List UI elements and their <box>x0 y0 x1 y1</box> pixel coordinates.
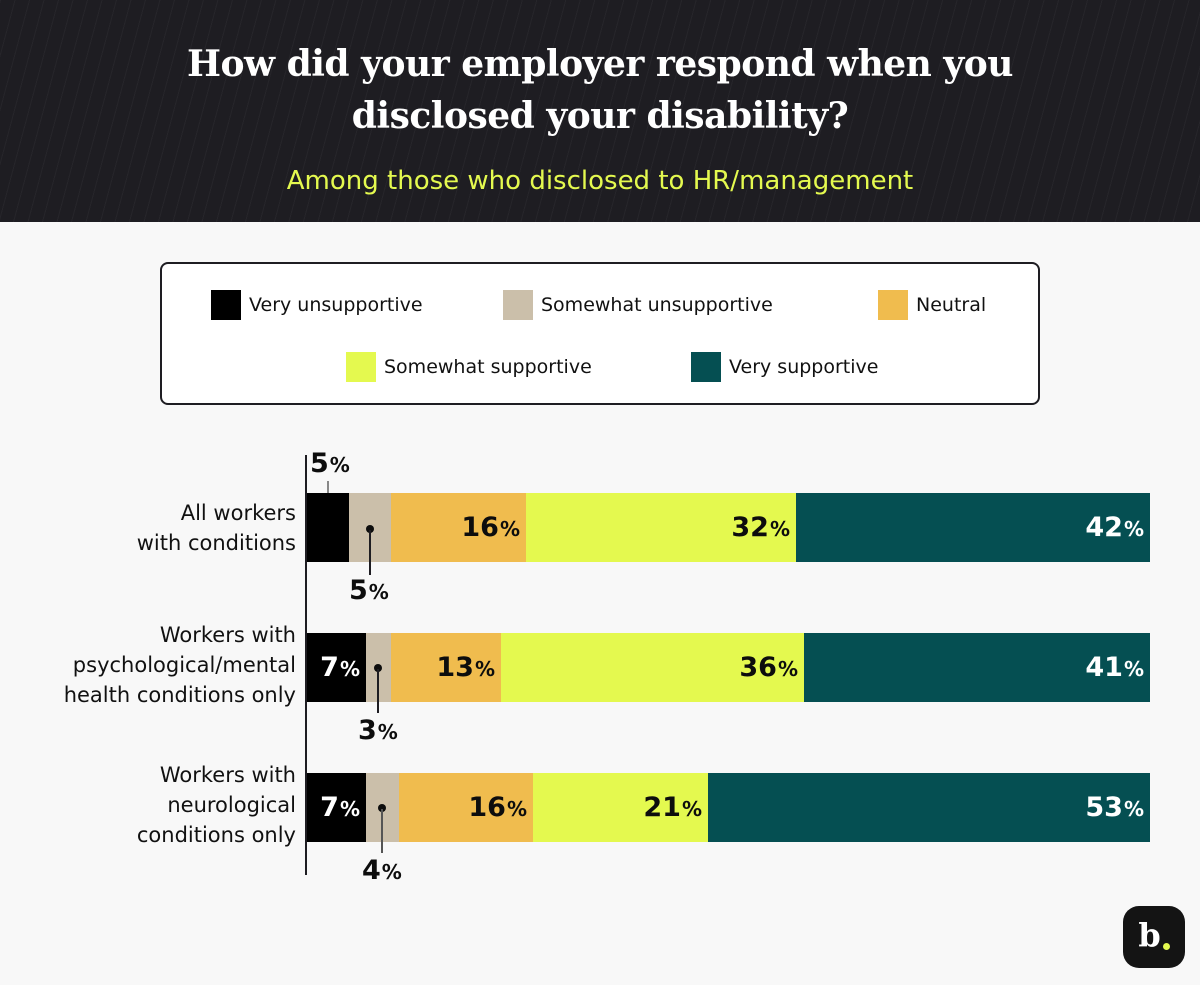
bar-segment-very-supportive: 53% <box>708 773 1150 842</box>
segment-value-label: 13% <box>436 652 495 683</box>
callout-leader-line <box>327 481 329 493</box>
legend-swatch-somewhat-unsupportive <box>503 290 533 320</box>
segment-value-label: 7% <box>320 652 360 683</box>
chart-subtitle: Among those who disclosed to HR/manageme… <box>286 166 914 196</box>
legend-item-neutral: Neutral <box>878 290 986 320</box>
row-label-line: conditions only <box>136 823 296 847</box>
row-label-all-workers: All workers with conditions <box>137 498 296 558</box>
row-label-line: psychological/mental <box>72 653 296 677</box>
chart-header: How did your employer respond when you d… <box>0 0 1200 222</box>
callout-dot <box>378 804 386 812</box>
row-label-psychological: Workers with psychological/mental health… <box>64 620 296 710</box>
segment-value-label: 32% <box>731 512 790 543</box>
row-label-line: All workers <box>180 501 296 525</box>
brand-logo: b <box>1123 906 1185 968</box>
legend-swatch-somewhat-supportive <box>346 352 376 382</box>
row-label-line: health conditions only <box>63 683 296 707</box>
bar-segment-neutral: 16% <box>391 493 526 562</box>
legend-label: Somewhat supportive <box>384 356 592 378</box>
stacked-bar-all-workers: 16% 32% 42% <box>307 493 1150 562</box>
callout-leader-line <box>381 809 383 853</box>
legend-swatch-very-supportive <box>691 352 721 382</box>
legend-label: Very supportive <box>729 356 879 378</box>
chart-title: How did your employer respond when you d… <box>0 38 1200 142</box>
stacked-bar-neurological: 7% 16% 21% 53% <box>307 773 1150 842</box>
chart-title-line-1: How did your employer respond when you <box>187 43 1013 85</box>
callout-dot <box>366 525 374 533</box>
segment-value-label: 42% <box>1085 512 1144 543</box>
legend-label: Somewhat unsupportive <box>541 294 773 316</box>
callout-dot <box>374 664 382 672</box>
callout-leader-line <box>377 669 379 713</box>
legend-label: Neutral <box>916 294 987 316</box>
callout-somewhat-unsupportive-psychological: 3% <box>358 715 398 746</box>
legend-swatch-very-unsupportive <box>211 290 241 320</box>
callout-somewhat-unsupportive-neurological: 4% <box>362 855 402 886</box>
bar-segment-very-unsupportive <box>307 493 349 562</box>
row-label-line: with conditions <box>136 531 296 555</box>
segment-value-label: 21% <box>643 792 702 823</box>
segment-value-label: 16% <box>461 512 520 543</box>
legend-swatch-neutral <box>878 290 908 320</box>
legend-item-somewhat-supportive: Somewhat supportive <box>346 352 592 382</box>
stacked-bar-psychological: 7% 13% 36% 41% <box>307 633 1150 702</box>
segment-value-label: 7% <box>320 792 360 823</box>
segment-value-label: 16% <box>468 792 527 823</box>
callout-leader-line <box>369 530 371 575</box>
row-label-neurological: Workers with neurological conditions onl… <box>137 760 296 850</box>
bar-segment-neutral: 13% <box>391 633 501 702</box>
logo-letter: b <box>1138 916 1161 954</box>
chart-legend: Very unsupportive Somewhat unsupportive … <box>160 262 1040 405</box>
bar-segment-very-supportive: 42% <box>796 493 1150 562</box>
bar-segment-neutral: 16% <box>399 773 533 842</box>
bar-segment-somewhat-supportive: 36% <box>501 633 804 702</box>
row-label-line: neurological <box>167 793 296 817</box>
bar-segment-somewhat-supportive: 21% <box>533 773 708 842</box>
segment-value-label: 53% <box>1085 792 1144 823</box>
bar-segment-very-unsupportive: 7% <box>307 773 366 842</box>
bar-segment-very-unsupportive: 7% <box>307 633 366 702</box>
bar-segment-very-supportive: 41% <box>804 633 1150 702</box>
logo-dot-icon <box>1162 942 1170 950</box>
segment-value-label: 36% <box>739 652 798 683</box>
row-label-line: Workers with <box>159 623 296 647</box>
category-axis-line <box>305 455 307 875</box>
row-label-line: Workers with <box>159 763 296 787</box>
callout-somewhat-unsupportive-all-workers: 5% <box>349 575 389 606</box>
legend-item-somewhat-unsupportive: Somewhat unsupportive <box>503 290 773 320</box>
legend-item-very-supportive: Very supportive <box>691 352 878 382</box>
segment-value-label: 41% <box>1085 652 1144 683</box>
callout-very-unsupportive-all-workers: 5% <box>310 448 350 479</box>
bar-segment-somewhat-supportive: 32% <box>526 493 796 562</box>
legend-label: Very unsupportive <box>249 294 423 316</box>
chart-title-line-2: disclosed your disability? <box>351 95 849 137</box>
legend-item-very-unsupportive: Very unsupportive <box>211 290 423 320</box>
